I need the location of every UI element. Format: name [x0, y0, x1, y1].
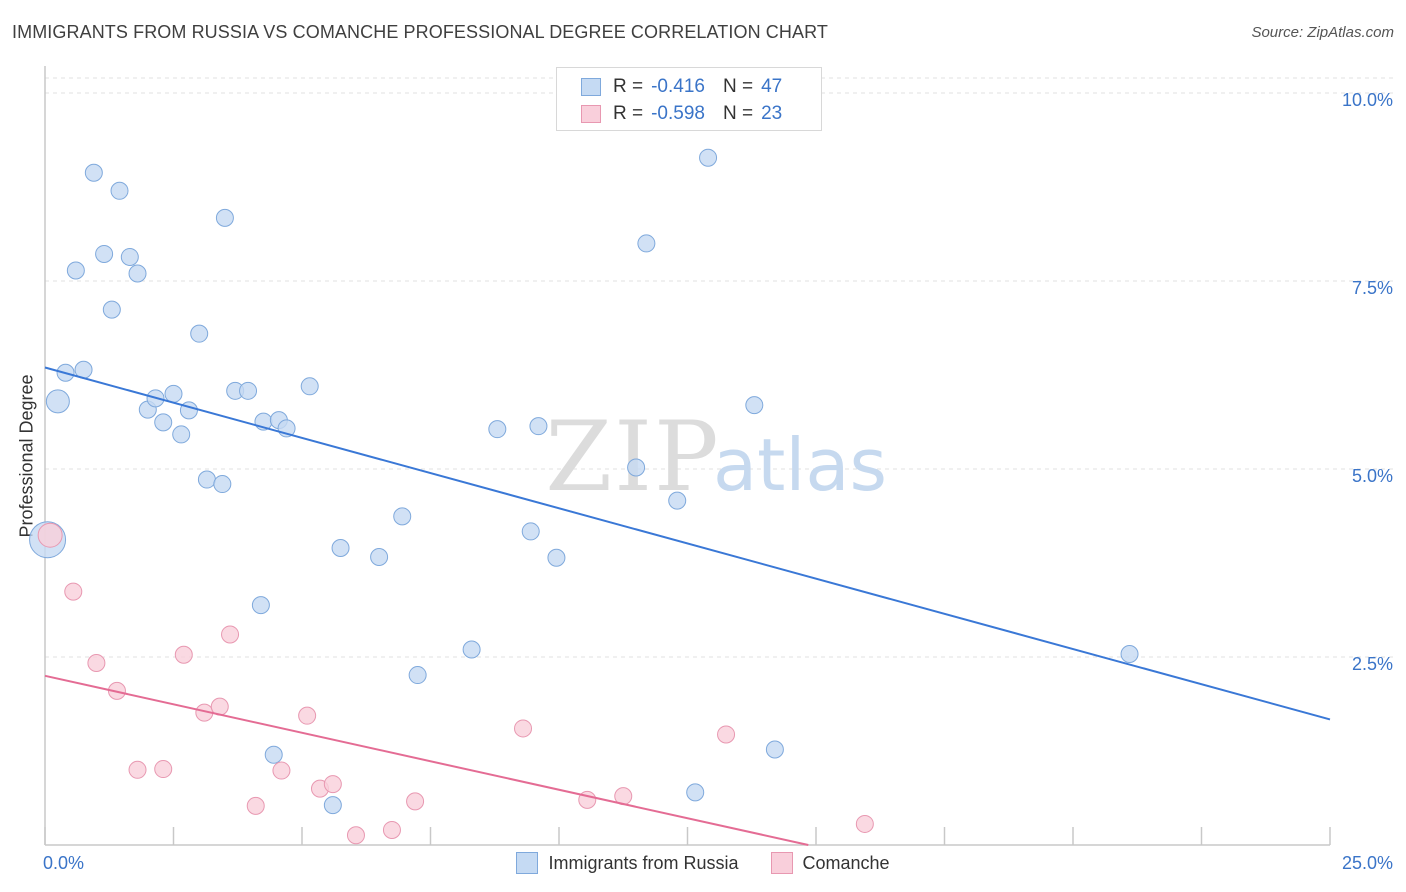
russia-point: [462, 640, 481, 659]
trend-layer: [44, 366, 1331, 846]
tick-labels: 2.5% 5.0% 7.5% 10.0% 0.0% 25.0%: [43, 90, 1393, 873]
stats-row-russia: R = -0.416 N = 47: [581, 75, 782, 99]
russia-point: [521, 522, 540, 541]
x-tick-label: 25.0%: [1342, 853, 1393, 873]
russia-point: [213, 475, 232, 494]
n-label: N =: [722, 103, 754, 124]
points-layer: [29, 148, 1139, 845]
comanche-point: [37, 522, 63, 548]
comanche-point: [64, 582, 83, 601]
russia-point: [45, 389, 70, 414]
russia-point: [66, 261, 85, 280]
chart-title: IMMIGRANTS FROM RUSSIA VS COMANCHE PROFE…: [12, 22, 828, 42]
r-value: -0.598: [651, 103, 705, 124]
legend-item-russia: Immigrants from Russia: [516, 852, 739, 874]
russia-point: [190, 324, 209, 343]
russia-point: [686, 783, 705, 802]
x-tick-label: 0.0%: [43, 853, 84, 873]
watermark-zip: ZIP: [545, 401, 720, 513]
comanche-point: [174, 645, 193, 664]
russia-point: [164, 384, 183, 403]
russia-point: [102, 300, 121, 319]
comanche-point: [717, 725, 736, 744]
stats-legend: R = -0.416 N = 47 R = -0.598 N = 23: [556, 67, 822, 131]
grid-layer: [45, 77, 1394, 658]
russia-point: [128, 264, 147, 283]
r-label: R =: [613, 103, 644, 124]
russia-point: [110, 181, 129, 200]
russia-point: [627, 458, 646, 477]
russia-point: [323, 796, 342, 815]
russia-point: [84, 163, 103, 182]
russia-point: [370, 547, 389, 566]
legend-label: Immigrants from Russia: [548, 852, 739, 873]
comanche-point: [221, 625, 240, 644]
comanche-point: [246, 796, 265, 815]
axes-layer: [44, 66, 1331, 846]
source-label: Source: ZipAtlas.com: [1251, 24, 1394, 41]
comanche-trend-line: [44, 674, 809, 846]
comanche-point: [87, 654, 106, 673]
stats-row-comanche: R = -0.598 N = 23: [581, 102, 782, 126]
russia-point: [668, 491, 687, 510]
russia-point: [300, 377, 319, 396]
comanche-point: [298, 706, 317, 725]
russia-point: [120, 247, 139, 266]
legend-label: Comanche: [802, 852, 890, 873]
watermark: ZIP atlas: [545, 401, 887, 513]
comanche-point: [346, 826, 365, 845]
legend-item-comanche: Comanche: [770, 852, 890, 874]
russia-point: [197, 470, 216, 489]
y-tick-label: 5.0%: [1352, 466, 1393, 486]
russia-point: [95, 244, 114, 263]
comanche-point: [128, 760, 147, 779]
russia-point: [637, 234, 656, 253]
russia-point: [154, 413, 173, 432]
russia-swatch: [516, 852, 539, 874]
n-value: 47: [761, 76, 783, 97]
n-label: N =: [722, 76, 754, 97]
y-tick-label: 10.0%: [1342, 90, 1393, 110]
r-label: R =: [613, 76, 644, 97]
russia-point: [408, 666, 427, 685]
russia-point: [264, 745, 283, 764]
comanche-point: [382, 820, 401, 839]
comanche-point: [514, 719, 533, 738]
russia-point: [745, 396, 764, 415]
russia-point: [251, 596, 270, 615]
russia-trend-line: [44, 366, 1331, 721]
comanche-point: [855, 814, 874, 833]
comanche-swatch: [770, 852, 793, 874]
russia-point: [215, 208, 234, 227]
russia-point: [331, 538, 350, 557]
comanche-point: [154, 760, 173, 779]
russia-point: [1120, 645, 1139, 664]
russia-point: [172, 425, 191, 444]
russia-point: [393, 507, 412, 526]
comanche-point: [272, 761, 291, 780]
russia-point: [488, 420, 507, 439]
series-legend: Immigrants from Russia Comanche: [0, 852, 1406, 874]
russia-point: [529, 417, 548, 436]
y-tick-label: 2.5%: [1352, 654, 1393, 674]
watermark-atlas: atlas: [713, 423, 887, 507]
russia-point: [765, 740, 784, 759]
russia-swatch: [581, 78, 601, 96]
n-value: 23: [761, 103, 783, 124]
r-value: -0.416: [651, 76, 705, 97]
russia-point: [547, 548, 566, 567]
comanche-point: [406, 792, 425, 811]
comanche-point: [323, 775, 342, 794]
y-tick-label: 7.5%: [1352, 278, 1393, 298]
russia-point: [239, 381, 258, 400]
comanche-swatch: [581, 105, 601, 123]
russia-point: [699, 148, 718, 167]
